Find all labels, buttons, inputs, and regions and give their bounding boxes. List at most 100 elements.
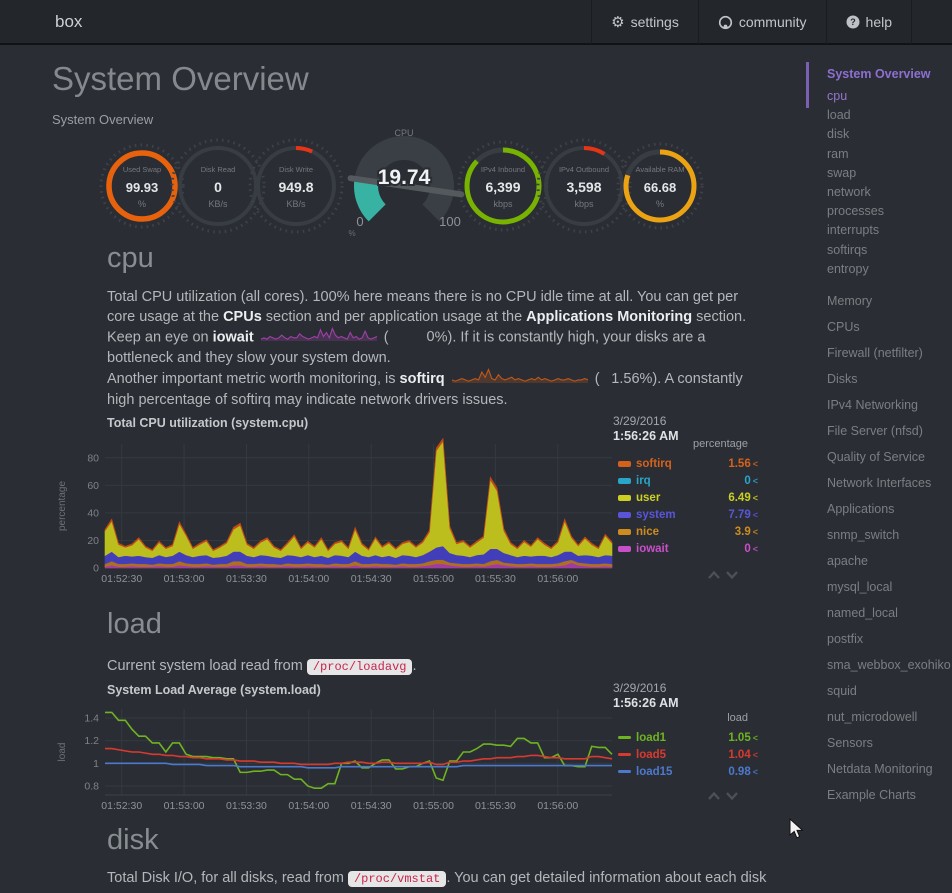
community-label: community: [738, 14, 807, 30]
load-chart-time: 1:56:26 AM: [613, 696, 679, 710]
softirq-value: 1.56: [611, 370, 640, 387]
sidebar-item-sma-webbox-exohiko[interactable]: sma_webbox_exohiko: [827, 658, 951, 672]
legend-series-name: user: [636, 491, 661, 504]
legend-series-value: 0: [744, 542, 751, 555]
help-label: help: [865, 14, 892, 30]
gauge-ipv4-outbound[interactable]: IPv4 Outbound 3,598 kbps: [529, 131, 639, 241]
legend-series-value: 6.49: [728, 491, 751, 504]
svg-text:0: 0: [356, 214, 363, 229]
sidebar-item-firewall-netfilter-[interactable]: Firewall (netfilter): [827, 346, 923, 360]
legend-item-system[interactable]: system 7.79 <: [618, 506, 758, 523]
navbar-menu: ⚙ settings community ?: [591, 0, 912, 45]
legend-swatch: [618, 494, 631, 501]
settings-label: settings: [630, 14, 679, 30]
mouse-cursor: [789, 818, 804, 839]
sidebar-item-applications[interactable]: Applications: [827, 502, 895, 516]
load-chart[interactable]: System Load Average (system.load) 3/29/2…: [55, 679, 758, 822]
svg-text:01:55:30: 01:55:30: [475, 800, 516, 812]
gauge-available-ram[interactable]: Available RAM 66.68%: [605, 131, 715, 241]
chart-resize-controls[interactable]: [707, 570, 739, 580]
legend-swatch: [618, 545, 631, 552]
legend-item-nice[interactable]: nice 3.9 <: [618, 523, 758, 540]
legend-series-name: nice: [636, 525, 660, 538]
sidebar-item-ram[interactable]: ram: [827, 146, 849, 161]
svg-text:kbps: kbps: [574, 199, 594, 209]
svg-text:Disk Read: Disk Read: [201, 165, 236, 174]
svg-text:01:53:00: 01:53:00: [164, 800, 205, 812]
legend-swatch: [618, 511, 631, 518]
cpu-chart-title: Total CPU utilization (system.cpu): [107, 416, 309, 430]
sidebar-item-load[interactable]: load: [827, 108, 851, 123]
sidebar-item-example-charts[interactable]: Example Charts: [827, 788, 916, 802]
sidebar-item-squid[interactable]: squid: [827, 684, 857, 698]
sidebar-item-netdata-monitoring[interactable]: Netdata Monitoring: [827, 762, 933, 776]
gauge-cpu[interactable]: CPU 19.74 0 100%: [334, 126, 474, 238]
sidebar-item-sensors[interactable]: Sensors: [827, 736, 873, 750]
sidebar-item-softirqs[interactable]: softirqs: [827, 242, 868, 257]
chevron-down-icon: [726, 792, 738, 801]
gauge-disk-write[interactable]: Disk Write 949.8 KB/s: [241, 131, 351, 241]
legend-item-softirq[interactable]: softirq 1.56 <: [618, 455, 758, 472]
load-chart-plot[interactable]: 0.8 1 1.2 1.4 01:52:30 01:53:00 01:53:30 01:54:…: [55, 701, 617, 822]
svg-text:99.93: 99.93: [126, 180, 159, 195]
gauge-used-swap[interactable]: Used Swap 99.93%: [87, 131, 197, 241]
sidebar-item-processes[interactable]: processes: [827, 204, 884, 219]
sidebar-item-network[interactable]: network: [827, 185, 871, 199]
svg-text:01:55:00: 01:55:00: [413, 573, 454, 585]
svg-text:40: 40: [87, 507, 99, 519]
sidebar-item-system-overview[interactable]: System Overview: [827, 67, 931, 81]
svg-text:01:55:30: 01:55:30: [475, 573, 516, 585]
svg-text:%: %: [138, 199, 146, 209]
legend-swatch: [618, 460, 631, 467]
cpus-link[interactable]: CPUs: [223, 309, 262, 325]
sidebar-item-disk[interactable]: disk: [827, 127, 850, 142]
legend-item-load15[interactable]: load15 0.98 <: [618, 763, 758, 780]
brand[interactable]: box: [55, 12, 83, 31]
legend-series-value: 0: [744, 474, 751, 487]
legend-item-user[interactable]: user 6.49 <: [618, 489, 758, 506]
disk-description: Total Disk I/O, for all disks, read from…: [107, 870, 767, 887]
sidebar-item-quality-of-service[interactable]: Quality of Service: [827, 450, 925, 464]
sidebar-item-mysql-local[interactable]: mysql_local: [827, 580, 893, 594]
svg-text:0: 0: [214, 179, 222, 195]
cpu-chart[interactable]: Total CPU utilization (system.cpu) 3/29/…: [55, 412, 758, 594]
sidebar-item-apache[interactable]: apache: [827, 554, 869, 568]
legend-item-iowait[interactable]: iowait 0 <: [618, 540, 758, 557]
chart-resize-controls[interactable]: [707, 791, 739, 801]
legend-item-irq[interactable]: irq 0 <: [618, 472, 758, 489]
svg-text:CPU: CPU: [394, 128, 413, 138]
applications-monitoring-link[interactable]: Applications Monitoring: [526, 309, 693, 325]
sidebar-item-interrupts[interactable]: interrupts: [827, 223, 880, 238]
cpu-chart-time: 1:56:26 AM: [613, 429, 679, 443]
settings-button[interactable]: ⚙ settings: [591, 0, 698, 44]
legend-value-arrow: <: [752, 492, 758, 503]
sidebar-item-network-interfaces[interactable]: Network Interfaces: [827, 476, 932, 490]
legend-series-name: irq: [636, 474, 651, 487]
iowait-value: 0: [426, 329, 435, 346]
sidebar-item-disks[interactable]: Disks: [827, 372, 858, 386]
legend-item-load1[interactable]: load1 1.05 <: [618, 729, 758, 746]
sidebar-item-named-local[interactable]: named_local: [827, 606, 898, 620]
sidebar-item-file-server-nfsd-[interactable]: File Server (nfsd): [827, 424, 923, 438]
legend-series-value: 1.56: [728, 457, 751, 470]
community-button[interactable]: community: [697, 0, 826, 44]
svg-text:3,598: 3,598: [566, 179, 601, 195]
sidebar-item-postfix[interactable]: postfix: [827, 632, 864, 646]
sidebar-item-entropy[interactable]: entropy: [827, 261, 869, 276]
sidebar-item-snmp-switch[interactable]: snmp_switch: [827, 528, 900, 542]
legend-series-name: softirq: [636, 457, 672, 470]
sidebar-item-nut-microdowell[interactable]: nut_microdowell: [827, 710, 918, 724]
sidebar-item-cpus[interactable]: CPUs: [827, 320, 860, 334]
legend-item-load5[interactable]: load5 1.04 <: [618, 746, 758, 763]
sidebar-item-cpu[interactable]: cpu: [827, 89, 848, 103]
sidebar-item-swap[interactable]: swap: [827, 165, 857, 180]
legend-swatch: [618, 753, 631, 756]
help-button[interactable]: ? help: [825, 0, 912, 44]
navbar: box ⚙ settings community: [0, 0, 952, 45]
sidebar-item-ipv4-networking[interactable]: IPv4 Networking: [827, 398, 919, 412]
legend-value-arrow: <: [752, 749, 758, 760]
svg-text:IPv4 Inbound: IPv4 Inbound: [481, 165, 525, 174]
svg-text:0: 0: [93, 563, 99, 575]
cpu-chart-plot[interactable]: 0 20 40 60 80 01:52:30 01:53:00 01:53:30 01:54:0…: [55, 436, 617, 593]
sidebar-item-memory[interactable]: Memory: [827, 294, 873, 308]
